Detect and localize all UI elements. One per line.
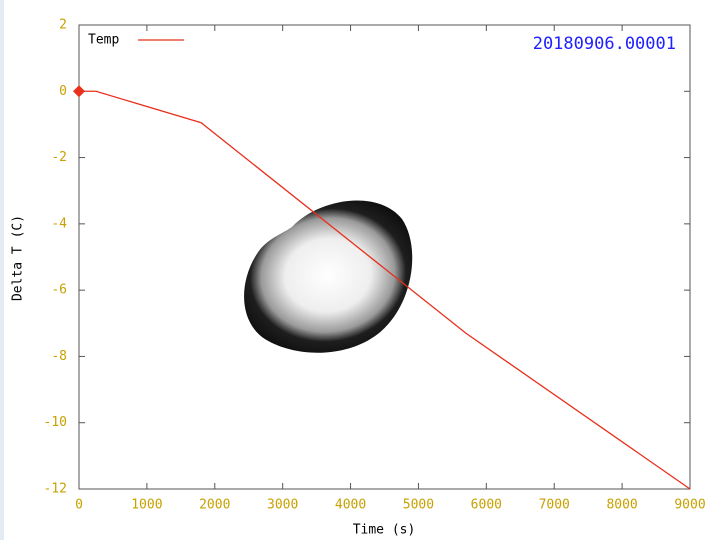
y-tick-label: 2 bbox=[59, 18, 67, 33]
x-tick-label: 0 bbox=[75, 498, 83, 513]
x-tick-label: 7000 bbox=[539, 498, 570, 513]
x-tick-label: 6000 bbox=[471, 498, 502, 513]
x-tick-label: 4000 bbox=[335, 498, 366, 513]
y-tick-label: 0 bbox=[59, 84, 67, 99]
x-tick-label: 5000 bbox=[403, 498, 434, 513]
y-tick-label: -2 bbox=[51, 150, 67, 165]
y-tick-label: -12 bbox=[44, 482, 67, 497]
y-tick-label: -10 bbox=[44, 415, 67, 430]
legend-label: Temp bbox=[88, 33, 119, 48]
x-tick-label: 8000 bbox=[606, 498, 637, 513]
y-tick-label: -6 bbox=[51, 283, 67, 298]
y-axis-label: Delta T (C) bbox=[11, 215, 26, 301]
x-tick-label: 2000 bbox=[199, 498, 230, 513]
x-tick-label: 9000 bbox=[674, 498, 705, 513]
chart: Time (s) Delta T (C) 20180906.00001 0 100… bbox=[0, 0, 717, 540]
x-tick-label: 3000 bbox=[267, 498, 298, 513]
x-tick-label: 1000 bbox=[131, 498, 162, 513]
annotation: 20180906.00001 bbox=[533, 34, 676, 54]
y-tick-label: -4 bbox=[51, 216, 67, 231]
x-axis-label: Time (s) bbox=[353, 523, 416, 538]
y-tick-label: -8 bbox=[51, 349, 67, 364]
window-edge bbox=[0, 0, 4, 540]
page: {"chart_data": { "type": "line", "x_labe… bbox=[0, 0, 717, 540]
